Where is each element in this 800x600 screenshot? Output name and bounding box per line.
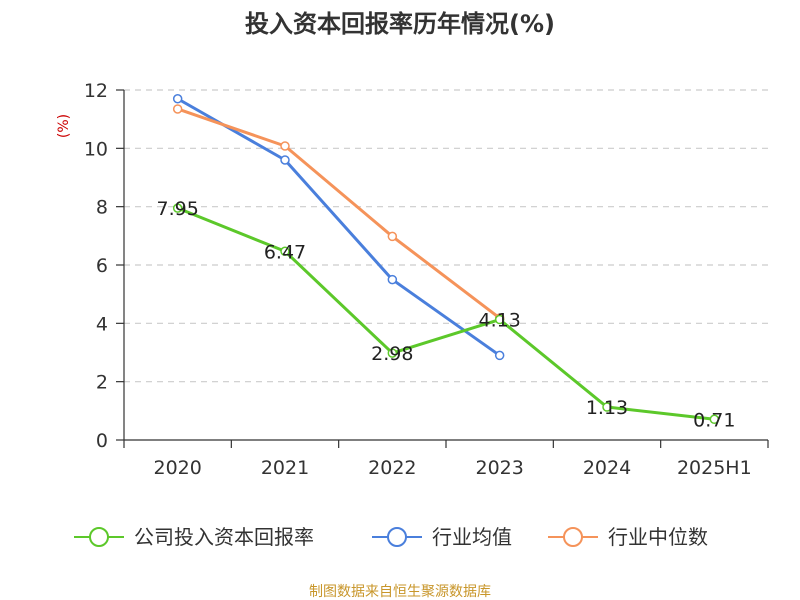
legend-item-1: 行业均值 <box>372 525 512 549</box>
legend-label: 行业均值 <box>432 525 512 549</box>
legend-item-0: 公司投入资本回报率 <box>74 525 314 549</box>
y-tick-label: 2 <box>96 372 108 394</box>
y-tick-label: 6 <box>96 255 108 277</box>
x-tick-label: 2023 <box>475 457 523 479</box>
data-point <box>280 155 290 165</box>
data-point <box>280 246 290 257</box>
series-line <box>177 206 715 421</box>
y-tick-label: 10 <box>84 138 108 160</box>
series-2 <box>172 104 505 323</box>
data-labels: 7.95 6.47 2.98 4.13 1.13 0.71 <box>157 198 736 431</box>
data-point <box>172 94 183 104</box>
series-line <box>176 97 501 357</box>
data-point <box>280 141 290 151</box>
y-tick-label: 8 <box>96 197 108 219</box>
data-label: 6.47 <box>264 241 306 263</box>
y-tick-label: 12 <box>84 80 108 102</box>
y-tick-label: 4 <box>96 313 108 335</box>
data-label: 2.98 <box>371 343 413 365</box>
x-tick-label: 2024 <box>583 457 631 479</box>
x-tick-label: 2021 <box>261 457 309 479</box>
series-layer <box>172 94 720 425</box>
data-point <box>172 104 183 114</box>
legend-item-2: 行业中位数 <box>548 525 708 549</box>
y-axis-label: (%) <box>56 114 72 138</box>
legend: 公司投入资本回报率 行业均值 行业中位数 <box>74 525 708 549</box>
y-axis-ticks: 0 2 4 6 8 10 12 <box>84 80 124 452</box>
series-1 <box>172 94 505 361</box>
chart-title: 投入资本回报率历年情况(%) <box>245 10 555 38</box>
data-point <box>387 231 398 242</box>
data-point <box>602 402 612 412</box>
x-axis-ticks: 2020 2021 2022 2023 2024 2025H1 <box>123 440 769 479</box>
data-point <box>494 350 505 361</box>
grid-lines <box>124 89 768 383</box>
legend-label: 公司投入资本回报率 <box>134 525 314 549</box>
legend-marker <box>563 527 583 547</box>
data-point <box>387 274 398 285</box>
data-point <box>709 414 720 425</box>
data-point <box>172 203 183 213</box>
data-label: 4.13 <box>479 310 521 332</box>
legend-marker <box>387 527 407 547</box>
x-tick-label: 2025H1 <box>677 457 752 479</box>
legend-label: 行业中位数 <box>608 525 708 549</box>
x-tick-label: 2020 <box>153 457 201 479</box>
data-point <box>387 348 398 358</box>
data-label: 1.13 <box>586 397 628 419</box>
source-note: 制图数据来自恒生聚源数据库 <box>309 584 491 600</box>
data-label: 0.71 <box>693 409 735 431</box>
series-line <box>177 107 501 320</box>
data-label: 7.95 <box>157 198 199 220</box>
series-0 <box>172 203 720 425</box>
legend-marker <box>89 527 109 547</box>
data-point <box>494 314 505 325</box>
y-tick-label: 0 <box>96 430 108 452</box>
x-tick-label: 2022 <box>368 457 416 479</box>
